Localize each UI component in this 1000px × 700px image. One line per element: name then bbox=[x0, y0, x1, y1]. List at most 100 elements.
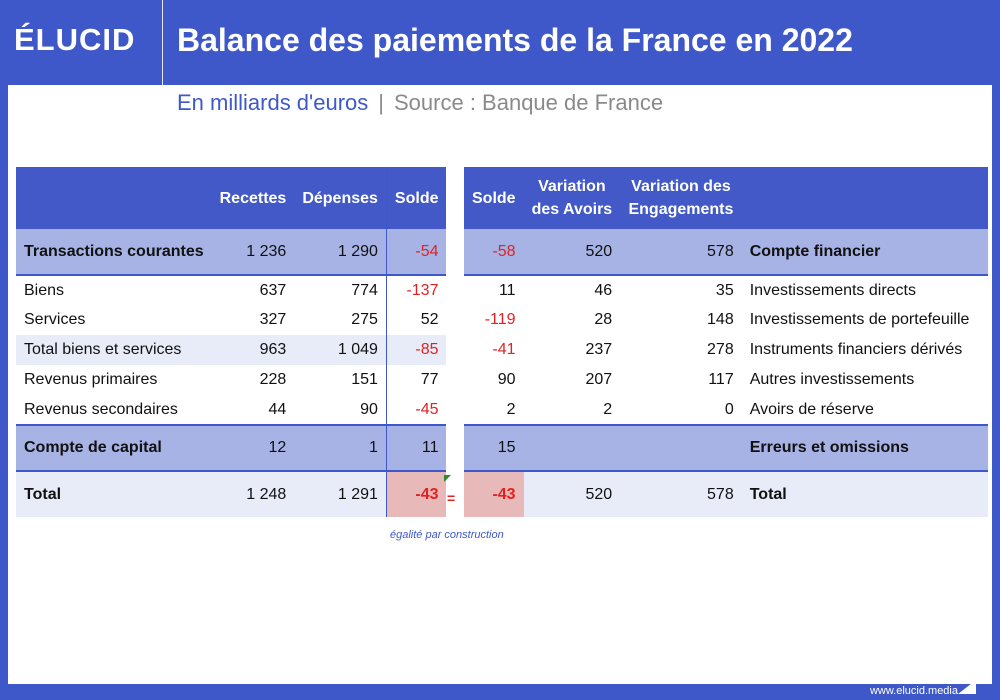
row-label: Revenus secondaires bbox=[24, 400, 178, 418]
row-depenses: 1 290 bbox=[294, 229, 387, 275]
row-avoirs: 520 bbox=[523, 471, 621, 517]
row-avoirs bbox=[523, 425, 621, 471]
table-row: 15 Erreurs et omissions bbox=[464, 425, 988, 471]
table-row: Biens 637 774 -137 bbox=[16, 275, 447, 305]
row-label: Compte de capital bbox=[16, 425, 212, 471]
subtitle-source: Source : Banque de France bbox=[394, 90, 664, 115]
row-recettes: 1 248 bbox=[211, 471, 295, 517]
row-label: Compte financier bbox=[741, 229, 988, 275]
row-label: Autres investissements bbox=[749, 371, 915, 388]
row-depenses: 151 bbox=[351, 371, 378, 388]
current-account-table: Recettes Dépenses Solde Transactions cou… bbox=[16, 167, 447, 517]
row-depenses: 774 bbox=[351, 281, 378, 299]
row-solde: 2 bbox=[506, 400, 516, 418]
table-row: Total 1 248 1 291 -43 bbox=[16, 471, 447, 517]
row-label: Erreurs et omissions bbox=[741, 425, 988, 471]
table-row: -41 237 278 Instruments financiers dériv… bbox=[464, 335, 988, 365]
row-label: Avoirs de réserve bbox=[749, 400, 874, 418]
header-label bbox=[741, 167, 988, 229]
header-solde: Solde bbox=[385, 167, 447, 229]
content-panel: En milliards d'euros | Source : Banque de … bbox=[8, 85, 992, 684]
elucid-logo[interactable]: ÉLUCID bbox=[14, 22, 136, 57]
row-label: Services bbox=[24, 311, 86, 328]
table-row: -43 520 578 Total bbox=[464, 471, 988, 517]
header-line: des Avoirs bbox=[531, 201, 613, 218]
row-recettes: 228 bbox=[259, 371, 287, 388]
row-avoirs: 46 bbox=[594, 281, 613, 299]
table-row: Compte de capital 12 1 11 bbox=[16, 425, 447, 471]
row-label: Transactions courantes bbox=[16, 229, 212, 275]
row-solde: 15 bbox=[464, 425, 524, 471]
header-depenses: Dépenses bbox=[294, 167, 387, 229]
row-depenses: 1 bbox=[294, 425, 387, 471]
row-solde: -85 bbox=[385, 335, 447, 365]
row-label: Total biens et services bbox=[16, 335, 212, 365]
row-avoirs: 237 bbox=[585, 341, 613, 358]
financial-account-table: Solde Variation des Avoirs Variation des E… bbox=[464, 167, 988, 517]
header: ÉLUCID Balance des paiements de la Franc… bbox=[0, 0, 1000, 85]
row-solde: 90 bbox=[497, 371, 516, 388]
row-depenses: 1 291 bbox=[294, 471, 387, 517]
row-recettes: 327 bbox=[259, 311, 287, 328]
row-solde: -41 bbox=[492, 341, 516, 358]
table-row: 2 2 0 Avoirs de réserve bbox=[464, 395, 988, 425]
row-recettes: 963 bbox=[211, 335, 295, 365]
row-engagements bbox=[620, 425, 742, 471]
table-row: -58 520 578 Compte financier bbox=[464, 229, 988, 275]
header-variation-avoirs: Variation des Avoirs bbox=[523, 167, 621, 229]
row-avoirs: 520 bbox=[523, 229, 621, 275]
row-depenses: 275 bbox=[351, 311, 378, 328]
row-engagements: 35 bbox=[715, 281, 734, 299]
table-row: Transactions courantes 1 236 1 290 -54 bbox=[16, 229, 447, 275]
row-solde: 11 bbox=[498, 281, 516, 299]
row-avoirs: 2 bbox=[603, 400, 613, 418]
corner-marker-icon bbox=[444, 475, 451, 482]
equal-sign: = bbox=[447, 490, 456, 506]
row-solde: -45 bbox=[385, 395, 447, 425]
row-label: Revenus primaires bbox=[24, 371, 158, 388]
row-avoirs: 28 bbox=[594, 311, 613, 328]
row-engagements: 578 bbox=[620, 471, 742, 517]
row-depenses: 90 bbox=[360, 400, 378, 418]
subtitle: En milliards d'euros | Source : Banque de … bbox=[177, 90, 663, 116]
row-label: Investissements directs bbox=[749, 281, 916, 299]
table-row: Revenus secondaires 44 90 -45 bbox=[16, 395, 447, 425]
row-recettes: 637 bbox=[259, 281, 287, 299]
table-row: 11 46 35 Investissements directs bbox=[464, 275, 988, 305]
table-header-row: Solde Variation des Avoirs Variation des E… bbox=[464, 167, 988, 229]
header-line: Engagements bbox=[628, 201, 734, 218]
header-label bbox=[16, 167, 212, 229]
row-solde: 11 bbox=[385, 425, 447, 471]
row-label: Total bbox=[741, 471, 988, 517]
row-engagements: 148 bbox=[707, 311, 734, 328]
footer-url[interactable]: www.elucid.media bbox=[869, 685, 958, 697]
header-recettes: Recettes bbox=[211, 167, 295, 229]
row-solde: 77 bbox=[385, 365, 447, 395]
page-title: Balance des paiements de la France en 20… bbox=[177, 22, 853, 58]
subtitle-unit: En milliards d'euros bbox=[177, 90, 369, 115]
table-row: 90 207 117 Autres investissements bbox=[464, 365, 988, 395]
table-row: Revenus primaires 228 151 77 bbox=[16, 365, 447, 395]
row-label: Total bbox=[16, 471, 212, 517]
row-solde: -119 bbox=[484, 311, 516, 328]
row-recettes: 44 bbox=[268, 400, 287, 418]
row-label: Investissements de portefeuille bbox=[749, 311, 970, 328]
construction-note: égalité par construction bbox=[390, 529, 504, 541]
header-line: Variation bbox=[538, 178, 606, 195]
header-divider bbox=[162, 0, 163, 85]
row-solde: -54 bbox=[385, 229, 447, 275]
row-label: Instruments financiers dérivés bbox=[749, 341, 963, 358]
row-depenses: 1 049 bbox=[294, 335, 387, 365]
row-engagements: 0 bbox=[724, 400, 734, 418]
row-label: Biens bbox=[24, 281, 65, 299]
row-engagements: 117 bbox=[708, 371, 734, 388]
row-solde: -43 bbox=[464, 471, 524, 517]
row-recettes: 1 236 bbox=[211, 229, 295, 275]
row-engagements: 278 bbox=[707, 341, 734, 358]
row-engagements: 578 bbox=[620, 229, 742, 275]
row-solde: -58 bbox=[464, 229, 524, 275]
header-line: Variation des bbox=[631, 178, 731, 195]
table-header-row: Recettes Dépenses Solde bbox=[16, 167, 447, 229]
subtitle-separator: | bbox=[378, 90, 384, 115]
row-solde: -43 bbox=[385, 471, 447, 517]
